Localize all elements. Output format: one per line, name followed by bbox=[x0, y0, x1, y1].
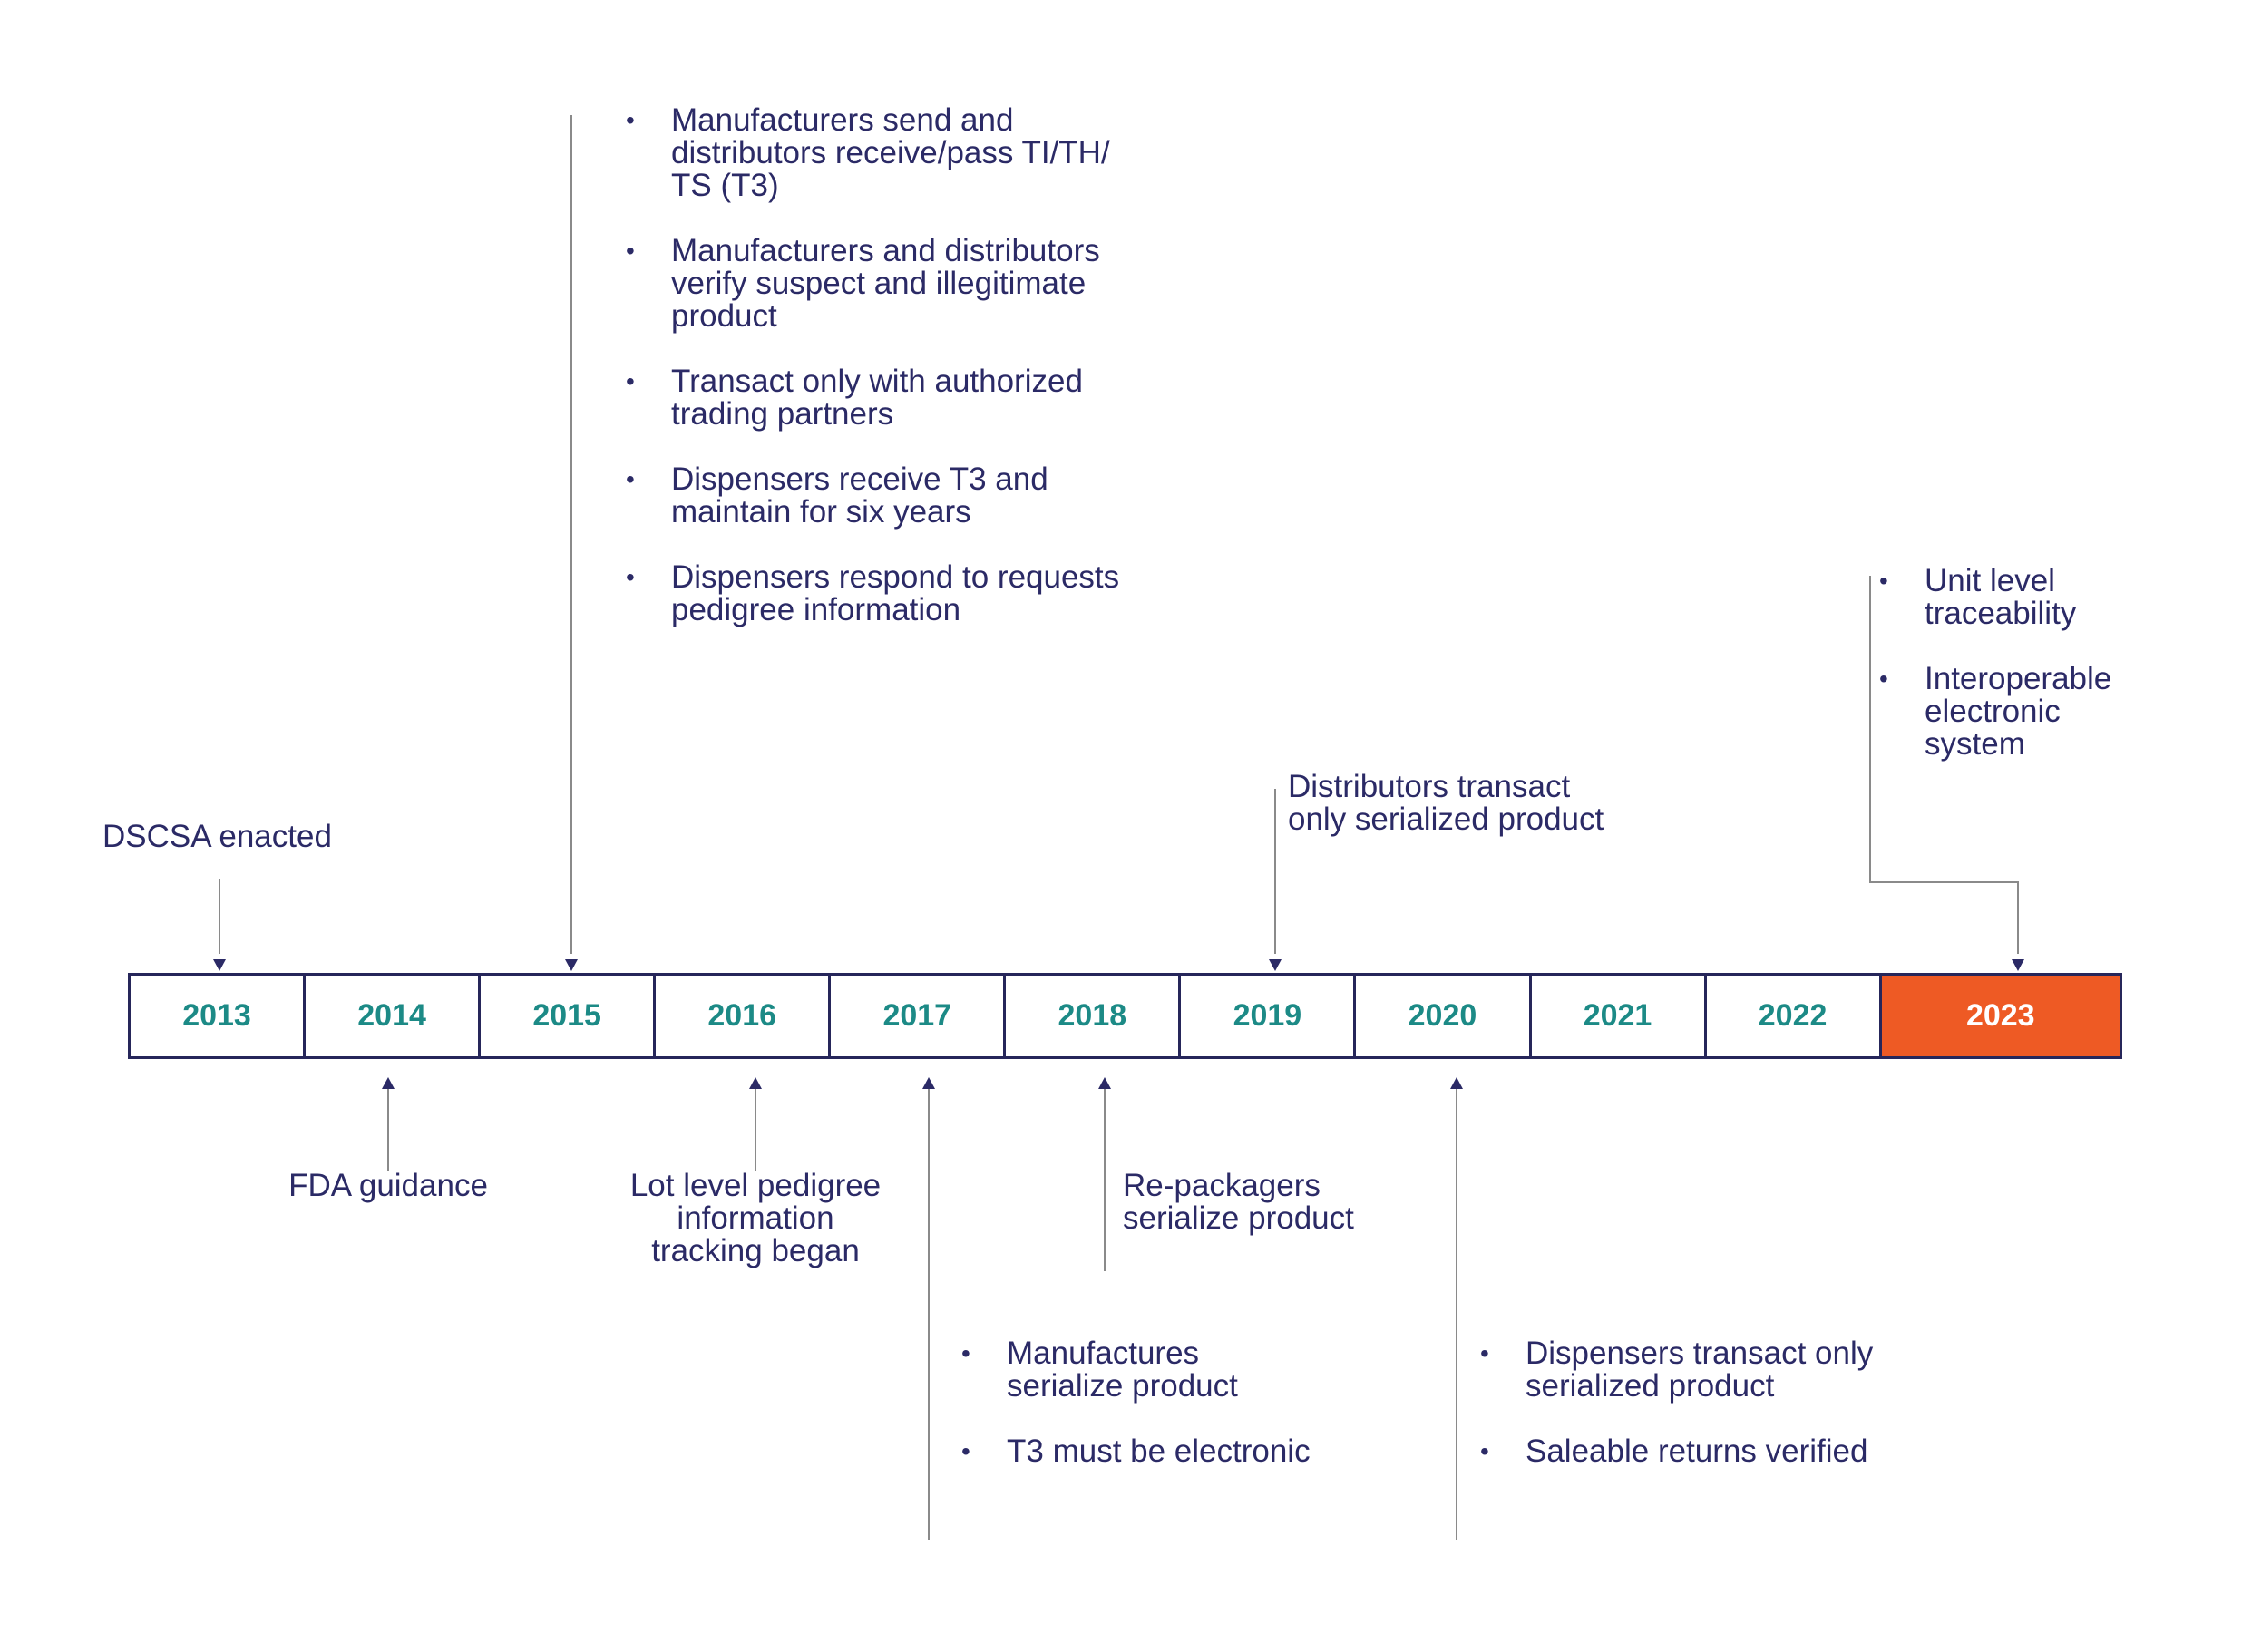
year-cell-2016: 2016 bbox=[656, 976, 832, 1056]
event-2023-list: Unit level traceability Interoperable el… bbox=[1879, 565, 2224, 761]
event-2019-label: Distributors transact only serialized pr… bbox=[1288, 769, 1604, 837]
event-2015-item: Dispensers respond to requests pedigree … bbox=[626, 561, 1206, 627]
year-cell-2019: 2019 bbox=[1181, 976, 1357, 1056]
event-2017-item: T3 must be electronic bbox=[961, 1435, 1397, 1469]
arrowhead-2020 bbox=[1450, 1077, 1463, 1089]
event-2016-label: Lot level pedigree information tracking … bbox=[629, 1168, 882, 1268]
year-cell-2023-highlighted: 2023 bbox=[1881, 976, 2120, 1056]
arrowhead-2018 bbox=[1098, 1077, 1111, 1089]
event-2023-item: Interoperable electronic system bbox=[1879, 663, 2224, 761]
arrowhead-2015 bbox=[565, 959, 578, 971]
event-2018-label: Re-packagers serialize product bbox=[1123, 1168, 1354, 1236]
arrowhead-2014 bbox=[382, 1077, 395, 1089]
arrowhead-2017 bbox=[922, 1077, 935, 1089]
event-2015-item: Transact only with authorized trading pa… bbox=[626, 365, 1206, 431]
event-2015-item: Manufacturers and distributors verify su… bbox=[626, 235, 1206, 333]
arrowhead-2023 bbox=[2012, 959, 2024, 971]
event-2014-label: FDA guidance bbox=[288, 1168, 488, 1203]
event-2017-item: Manufactures serialize product bbox=[961, 1337, 1397, 1403]
year-cell-2018: 2018 bbox=[1006, 976, 1182, 1056]
arrowhead-2019 bbox=[1269, 959, 1282, 971]
arrowhead-2016 bbox=[749, 1077, 762, 1089]
event-2023-item: Unit level traceability bbox=[1879, 565, 2224, 630]
connector-2023 bbox=[1869, 576, 2019, 954]
event-2015-item: Manufacturers send and distributors rece… bbox=[626, 104, 1206, 202]
arrowhead-2013 bbox=[213, 959, 226, 971]
event-2020-item: Saleable returns verified bbox=[1480, 1435, 1952, 1469]
year-cell-2021: 2021 bbox=[1532, 976, 1707, 1056]
year-cell-2013: 2013 bbox=[131, 976, 307, 1056]
event-2015-list: Manufacturers send and distributors rece… bbox=[626, 104, 1206, 627]
year-cell-2015: 2015 bbox=[481, 976, 657, 1056]
event-2013-label: DSCSA enacted bbox=[102, 819, 332, 854]
event-2017-list: Manufactures serialize product T3 must b… bbox=[961, 1337, 1397, 1469]
year-cell-2014: 2014 bbox=[306, 976, 482, 1056]
year-cell-2017: 2017 bbox=[831, 976, 1007, 1056]
event-2015-item: Dispensers receive T3 and maintain for s… bbox=[626, 463, 1206, 529]
year-cell-2020: 2020 bbox=[1356, 976, 1532, 1056]
year-cell-2022: 2022 bbox=[1707, 976, 1882, 1056]
event-2020-list: Dispensers transact only serialized prod… bbox=[1480, 1337, 1952, 1469]
timeline-bar: 2013 2014 2015 2016 2017 2018 2019 2020 … bbox=[128, 973, 2122, 1059]
event-2020-item: Dispensers transact only serialized prod… bbox=[1480, 1337, 1952, 1403]
